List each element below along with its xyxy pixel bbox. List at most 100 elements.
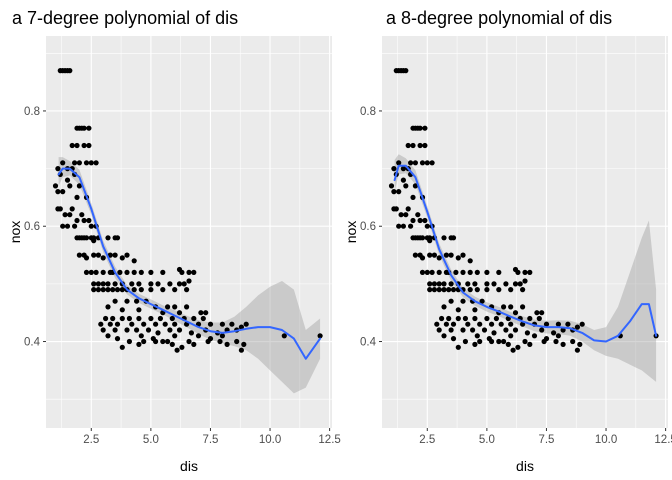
data-point <box>410 194 416 200</box>
data-point <box>124 252 130 258</box>
data-point <box>477 321 483 327</box>
data-point <box>136 341 142 347</box>
data-point <box>443 252 449 258</box>
data-point <box>412 183 418 189</box>
y-tick-label: 0.4 <box>24 337 41 349</box>
data-point <box>441 304 447 310</box>
data-point <box>86 125 92 131</box>
y-tick-label: 0.8 <box>24 106 40 118</box>
data-point <box>512 266 519 273</box>
data-point <box>136 307 142 313</box>
data-point <box>165 338 171 345</box>
data-point <box>138 269 144 275</box>
data-point <box>110 287 116 293</box>
data-point <box>424 223 430 229</box>
data-point <box>148 315 154 322</box>
data-point <box>472 315 478 322</box>
data-point <box>472 281 478 287</box>
data-point <box>560 341 566 347</box>
data-point <box>86 142 92 149</box>
data-point <box>100 269 106 275</box>
data-point <box>551 330 557 336</box>
data-point <box>79 212 85 218</box>
data-point <box>57 206 63 212</box>
data-point <box>160 269 166 275</box>
data-point <box>224 341 230 347</box>
data-point <box>243 321 249 327</box>
data-point <box>484 281 490 287</box>
data-point <box>91 287 97 293</box>
data-point <box>465 321 471 327</box>
data-point <box>55 189 61 195</box>
data-point <box>441 281 447 287</box>
data-point <box>76 183 82 189</box>
data-point <box>555 321 562 327</box>
data-point <box>436 255 442 261</box>
data-point <box>539 310 545 316</box>
data-point <box>579 321 585 327</box>
data-point <box>412 160 418 166</box>
data-point <box>422 125 428 131</box>
data-point <box>155 281 161 287</box>
data-point <box>191 315 197 322</box>
data-point <box>129 281 135 287</box>
data-point <box>124 298 130 304</box>
data-point <box>105 333 111 339</box>
data-point <box>100 255 106 261</box>
data-point <box>388 183 395 189</box>
plot-background <box>46 36 332 428</box>
data-point <box>69 142 75 149</box>
data-point <box>400 166 406 172</box>
x-tick-label: 7.5 <box>202 434 218 446</box>
data-point <box>436 327 442 333</box>
data-point <box>234 338 240 345</box>
data-point <box>403 68 409 74</box>
data-point <box>91 281 97 287</box>
data-point <box>410 217 416 224</box>
panel-left: a 7-degree polynomial of dis 2.5 5.0 7.5 10… <box>7 8 341 474</box>
data-point <box>184 304 190 310</box>
data-point <box>400 223 406 229</box>
data-point <box>181 281 187 287</box>
data-point <box>508 304 514 310</box>
data-point <box>241 341 247 347</box>
data-point <box>72 160 78 166</box>
data-point <box>512 327 519 333</box>
data-point <box>501 338 507 345</box>
data-point <box>64 177 71 183</box>
data-point <box>462 315 468 322</box>
data-point <box>105 287 111 293</box>
x-tick-label: 2.5 <box>419 434 435 446</box>
data-point <box>172 333 178 339</box>
data-point <box>517 281 523 287</box>
data-point <box>55 166 61 172</box>
data-point <box>496 338 502 345</box>
data-point <box>83 235 90 241</box>
data-point <box>434 321 440 327</box>
data-point <box>114 287 121 293</box>
data-point <box>574 324 581 330</box>
data-point <box>467 287 473 293</box>
data-point <box>431 287 437 293</box>
data-point <box>160 287 166 293</box>
data-point <box>448 281 454 287</box>
data-point <box>93 160 99 166</box>
data-point <box>112 327 118 333</box>
data-point <box>148 287 154 293</box>
data-point <box>74 217 80 224</box>
data-point <box>510 347 516 353</box>
data-point <box>219 333 225 339</box>
data-point <box>410 142 416 149</box>
data-point <box>93 269 99 275</box>
data-point <box>100 281 106 287</box>
data-point <box>427 281 433 287</box>
data-point <box>455 307 461 313</box>
data-point <box>60 223 66 229</box>
data-point <box>450 287 457 293</box>
x-axis-title: dis <box>180 458 198 474</box>
scatter-points <box>388 68 659 353</box>
data-point <box>114 336 121 342</box>
data-point <box>474 333 480 339</box>
data-point <box>393 206 399 212</box>
